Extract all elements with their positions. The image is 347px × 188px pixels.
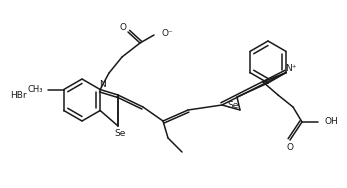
Text: O: O [287,143,294,152]
Text: Se: Se [114,130,126,139]
Text: HBr: HBr [10,90,26,99]
Text: O⁻: O⁻ [162,29,174,37]
Text: OH: OH [325,118,339,127]
Text: N⁺: N⁺ [286,64,297,73]
Text: Se: Se [227,101,239,109]
Text: O: O [119,23,127,32]
Text: CH₃: CH₃ [27,85,43,94]
Text: N: N [99,80,105,89]
